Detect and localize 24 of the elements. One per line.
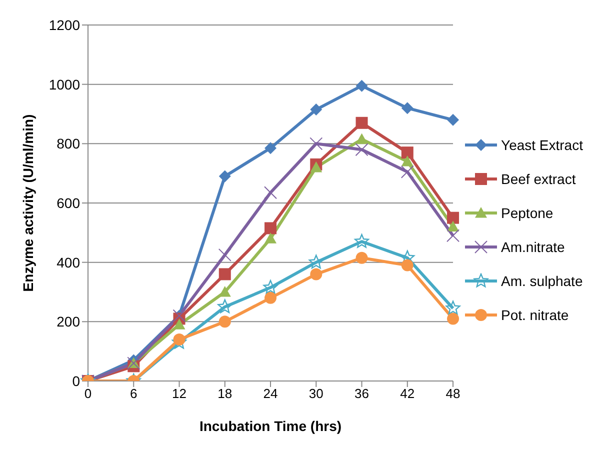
x-tick-label: 24: [263, 386, 278, 402]
y-tick-label: 400: [56, 254, 80, 270]
y-axis-title: Enzyme activity (U/ml/min): [20, 114, 36, 292]
x-tick-label: 18: [218, 386, 232, 402]
x-tick-label: 42: [400, 386, 415, 402]
y-tick-label: 1200: [48, 16, 80, 33]
x-tick-label: 30: [308, 386, 324, 402]
x-axis-title: Incubation Time (hrs): [199, 418, 342, 434]
legend-label: Am. sulphate: [501, 272, 583, 288]
x-tick-label: 6: [130, 386, 138, 402]
legend-label: Peptone: [501, 204, 554, 220]
x-tick-label: 48: [446, 386, 460, 402]
x-tick-label: 0: [84, 386, 92, 402]
x-tick-label: 36: [354, 386, 369, 402]
y-tick-label: 200: [56, 314, 80, 330]
y-tick-label: 1000: [48, 76, 80, 92]
x-tick-label: 12: [172, 386, 186, 402]
y-tick-label: 800: [56, 136, 80, 152]
legend-label: Yeast Extract: [501, 136, 583, 152]
legend-label: Beef extract: [501, 170, 576, 186]
y-tick-label: 0: [72, 372, 80, 389]
y-tick-label: 600: [56, 194, 80, 211]
legend-label: Pot. nitrate: [501, 306, 569, 322]
legend-label: Am.nitrate: [501, 238, 565, 254]
